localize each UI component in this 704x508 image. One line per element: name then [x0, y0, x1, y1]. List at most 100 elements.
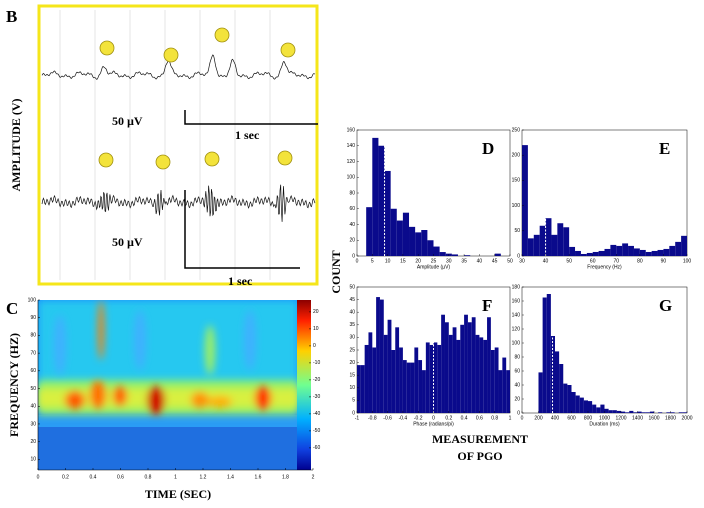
bar [579, 397, 584, 413]
bar [372, 137, 379, 256]
bar [502, 357, 507, 413]
bar [563, 383, 568, 413]
bar [559, 364, 564, 413]
x-tick-label: 1.2 [200, 474, 207, 480]
x-tick-label: 0 [37, 474, 40, 480]
x-tick-label: 0.6 [117, 474, 124, 480]
bar [610, 244, 617, 256]
x-tick-label: 100 [683, 258, 692, 264]
bar [681, 235, 687, 256]
x-axis-label: Frequency (Hz) [587, 264, 622, 270]
bar [464, 255, 471, 256]
y-tick-label: 60 [349, 206, 355, 212]
bar [451, 254, 458, 256]
bar [546, 294, 551, 413]
bar [649, 411, 654, 413]
bar [498, 370, 503, 413]
bar [542, 297, 547, 413]
bar [592, 251, 599, 256]
colorbar-tick-label: -50 [313, 428, 320, 434]
x-tick-label: 80 [637, 258, 643, 264]
bar [360, 365, 365, 413]
x-tick-label: 5 [371, 258, 374, 264]
colorbar-tick-label: -20 [313, 377, 320, 383]
bar [506, 370, 510, 413]
bar [448, 334, 453, 413]
y-tick-label: 20 [30, 439, 36, 445]
y-tick-label: 100 [347, 175, 356, 181]
x-tick-label: 0.8 [145, 474, 152, 480]
bar [433, 246, 440, 256]
bar [633, 248, 640, 256]
x-tick-label: 400 [551, 415, 560, 421]
bar [364, 344, 369, 413]
y-tick-label: 60 [30, 368, 36, 374]
bar [628, 245, 634, 256]
y-tick-label: 30 [349, 335, 355, 341]
bar [379, 299, 384, 413]
bar [467, 322, 472, 413]
bar [645, 251, 652, 256]
y-tick-label: 5 [352, 398, 355, 404]
bar [658, 412, 663, 413]
bar [483, 339, 488, 413]
bar [460, 324, 465, 413]
y-tick-label: 180 [512, 284, 521, 290]
bar [390, 208, 397, 256]
bar [372, 347, 377, 413]
x-tick-label: 15 [400, 258, 406, 264]
x-tick-label: 1 [174, 474, 177, 480]
bar [651, 250, 658, 256]
y-tick-label: 10 [30, 457, 36, 463]
bar [414, 347, 419, 413]
bar [464, 314, 468, 413]
bar [641, 412, 646, 413]
bar [471, 317, 476, 413]
bar [383, 334, 388, 413]
bar [538, 372, 543, 413]
scale-label: 1 sec [228, 274, 253, 288]
bar [557, 223, 564, 256]
bar [682, 412, 687, 413]
bar [399, 347, 403, 413]
x-tick-label: 30 [519, 258, 525, 264]
y-tick-label: 90 [30, 315, 36, 321]
bar [569, 246, 576, 256]
trace [41, 184, 316, 222]
y-tick-label: 140 [347, 143, 356, 149]
bar [596, 407, 601, 413]
bar [563, 227, 570, 256]
bar [402, 212, 410, 256]
x-tick-label: 40 [477, 258, 483, 264]
x-tick-label: 1 [509, 415, 512, 421]
bar [376, 297, 380, 413]
panel-label: B [6, 7, 17, 26]
axis-label: MEASUREMENT [432, 432, 528, 446]
x-tick-label: 50 [507, 258, 513, 264]
x-tick-label: 20 [415, 258, 421, 264]
x-tick-label: 50 [566, 258, 572, 264]
bar [402, 360, 407, 413]
traces [41, 10, 316, 280]
x-tick-label: 0.4 [461, 415, 468, 421]
bar [487, 317, 491, 413]
bar [368, 332, 373, 413]
y-tick-label: 100 [512, 203, 521, 209]
y-tick-label: 70 [30, 350, 36, 356]
bar [444, 322, 449, 413]
bar [427, 240, 434, 256]
bar [533, 234, 540, 256]
y-tick-label: 25 [349, 347, 355, 353]
x-tick-label: 0 [432, 415, 435, 421]
axis-label: TIME (SEC) [145, 487, 211, 501]
bar [616, 245, 623, 256]
bar [598, 250, 605, 256]
bar [592, 404, 597, 413]
bar [637, 411, 642, 413]
x-tick-label: 1000 [599, 415, 610, 421]
bar [645, 412, 650, 413]
y-tick-label: 0 [352, 253, 355, 259]
x-tick-label: -0.4 [399, 415, 408, 421]
y-tick-label: 160 [512, 298, 521, 304]
y-tick-label: 250 [512, 127, 521, 133]
